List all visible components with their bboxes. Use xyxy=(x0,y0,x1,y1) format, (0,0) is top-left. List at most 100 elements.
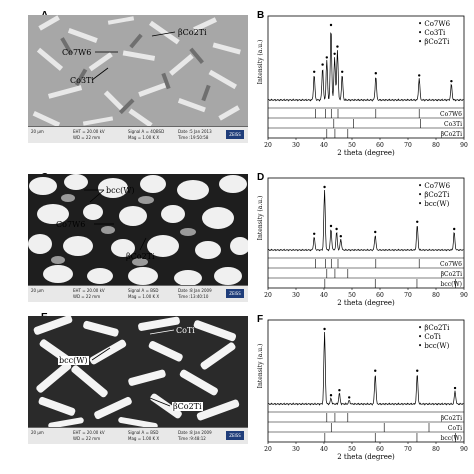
x-tick-label: 70 xyxy=(404,142,412,149)
panel-letter-b: B xyxy=(257,10,265,21)
x-tick-label: 60 xyxy=(376,142,384,149)
time-value: Time :19:50:58 xyxy=(178,135,209,140)
date-value: Date :5 Jan 2013 xyxy=(178,129,212,134)
xrd-chart-d: Co7W6 βCo2Ti bcc(W) 20 30 40 50 60 70 80 90 2 theta… xyxy=(257,177,468,307)
peak-marker xyxy=(339,235,342,238)
peak-marker xyxy=(329,394,333,397)
x-tick-label: 40 xyxy=(320,142,328,149)
label-bco2ti-e: βCo2Ti xyxy=(172,402,203,411)
reference-label: βCo2Ti xyxy=(441,131,462,138)
x-tick-label: 50 xyxy=(348,446,356,453)
wd-value: WD = 22 mm xyxy=(73,436,101,441)
peak-marker xyxy=(374,369,377,372)
peak-marker xyxy=(325,56,328,59)
x-tick-label: 50 xyxy=(348,292,356,299)
peak-marker xyxy=(341,70,344,73)
scale-bar-label: 20 µm xyxy=(31,430,44,435)
peak-marker xyxy=(335,227,338,231)
xrd-pattern xyxy=(267,189,464,252)
label-co3ti-a: Co3Ti xyxy=(70,76,94,85)
peak-marker xyxy=(348,396,351,399)
sem-microstructure-a xyxy=(32,15,241,128)
signal-value: Signal A = BSD xyxy=(128,288,159,293)
peak-marker xyxy=(323,185,326,189)
y-axis-label: Intensity (a.u.) xyxy=(257,344,264,389)
y-axis-label: Intensity (a.u.) xyxy=(257,40,264,85)
peak-marker xyxy=(323,327,326,331)
peak-marker xyxy=(333,52,336,55)
legend-entry: • Co7W6 xyxy=(418,20,451,28)
time-value: Time :9:48:12 xyxy=(178,436,206,441)
reference-label: βCo2Ti xyxy=(441,271,462,278)
peak-marker xyxy=(338,389,341,392)
label-coti-e: CoTi xyxy=(176,326,195,335)
x-tick-label: 20 xyxy=(264,446,272,453)
mag-value: Mag = 1.00 K X xyxy=(128,294,160,299)
legend-entry: • Co7W6 xyxy=(418,182,451,190)
xrd-chart-b: Co7W6 Co3Ti βCo2Ti 20 30 40 50 60 70 80 90 2 theta … xyxy=(257,15,468,157)
peak-marker xyxy=(374,230,377,234)
panel-letter-f: F xyxy=(257,314,264,325)
scale-bar-label: 20 µm xyxy=(31,288,44,293)
reference-label: Co7W6 xyxy=(440,111,462,118)
legend-entry: • Co3Ti xyxy=(418,29,446,37)
peak-marker xyxy=(450,79,453,83)
x-tick-label: 30 xyxy=(292,446,300,453)
x-tick-label: 40 xyxy=(320,292,328,299)
sem-microstructure-e xyxy=(33,316,240,429)
reference-label: CoTi xyxy=(448,425,462,432)
sem-image-c: 20 µm EHT = 20.00 kV WD = 22 mm Signal A… xyxy=(28,174,248,302)
scale-bar-label: 20 µm xyxy=(31,129,44,134)
reference-label: bcc(W) xyxy=(441,435,462,442)
x-tick-label: 30 xyxy=(292,292,300,299)
wd-value: WD = 22 mm xyxy=(73,294,101,299)
sem-info-bar-a: 20 µm EHT = 20.00 kV WD = 22 mm Signal A… xyxy=(28,126,248,143)
x-tick-label: 90 xyxy=(460,142,468,149)
label-co7w6-a: Co7W6 xyxy=(62,48,92,57)
label-bco2ti-a: βCo2Ti xyxy=(178,28,207,37)
x-tick-label: 20 xyxy=(264,292,272,299)
sem-image-a: 20 µm EHT = 20.00 kV WD = 22 mm Signal A… xyxy=(28,15,248,143)
x-tick-label: 50 xyxy=(348,142,356,149)
legend-entry: • bcc(W) xyxy=(418,342,450,350)
x-axis-label: 2 theta (degree) xyxy=(337,299,395,307)
x-tick-label: 20 xyxy=(264,142,272,149)
eht-value: EHT = 20.00 kV xyxy=(73,430,105,435)
x-tick-label: 40 xyxy=(320,446,328,453)
x-tick-label: 90 xyxy=(460,292,468,299)
mag-value: Mag = 1.00 K X xyxy=(128,135,160,140)
signal-value: Signal A = 4QBSD xyxy=(128,129,165,134)
reference-label: βCo2Ti xyxy=(441,415,462,422)
peak-marker xyxy=(453,386,457,390)
plot-frame xyxy=(267,15,465,139)
peak-marker xyxy=(329,23,333,27)
x-axis-label: 2 theta (degree) xyxy=(337,149,395,157)
zeiss-logo: ZEISS xyxy=(226,130,244,139)
x-tick-label: 90 xyxy=(460,446,468,453)
peak-marker xyxy=(453,227,456,231)
x-tick-label: 80 xyxy=(432,142,440,149)
peak-marker xyxy=(329,224,333,228)
reference-label: Co3Ti xyxy=(444,121,462,128)
peak-marker xyxy=(336,45,339,48)
zeiss-logo: ZEISS xyxy=(226,431,244,440)
zeiss-logo: ZEISS xyxy=(226,289,244,298)
y-axis-label: Intensity (a.u.) xyxy=(257,196,264,241)
plot-frame xyxy=(267,177,465,289)
x-tick-label: 70 xyxy=(404,446,412,453)
sem-info-bar-e: 20 µm EHT = 20.00 kV WD = 22 mm Signal A… xyxy=(28,427,248,444)
sem-info-bar-c: 20 µm EHT = 20.00 kV WD = 22 mm Signal A… xyxy=(28,285,248,302)
wd-value: WD = 22 mm xyxy=(73,135,101,140)
peak-marker xyxy=(313,70,316,73)
x-axis-label: 2 theta (degree) xyxy=(337,453,395,461)
label-bco2ti-c: βCo2Ti xyxy=(126,252,155,261)
x-tick-label: 80 xyxy=(432,446,440,453)
plot-frame xyxy=(267,319,465,443)
peak-marker xyxy=(321,63,324,66)
signal-value: Signal A = BSD xyxy=(128,430,159,435)
mag-value: Mag = 1.00 K X xyxy=(128,436,160,441)
panel-letter-d: D xyxy=(257,172,265,183)
